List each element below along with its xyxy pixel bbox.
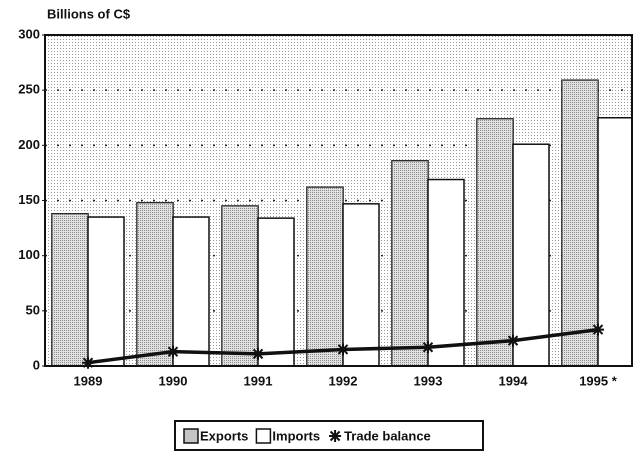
y-tick-label: 0 [33, 357, 40, 372]
line-marker [507, 334, 519, 347]
y-tick-label: 150 [18, 192, 40, 207]
bar [342, 203, 380, 367]
legend-symbol [329, 430, 342, 442]
line-marker [592, 323, 604, 336]
legend-symbol [255, 428, 272, 444]
bar-tint [562, 80, 598, 366]
x-tick-label: 1995 * [579, 373, 618, 388]
bar [87, 216, 125, 367]
bar [512, 143, 550, 367]
line-marker [167, 345, 179, 358]
legend-symbol [183, 428, 199, 444]
x-tick-label: 1992 [329, 373, 358, 388]
y-tick-label: 100 [18, 247, 40, 262]
x-tick-label: 1993 [414, 373, 443, 388]
axis-title: Billions of C$ [47, 6, 131, 21]
y-tick-label: 200 [18, 137, 40, 152]
bar [257, 217, 295, 367]
y-tick-label: 50 [26, 302, 40, 317]
x-tick-label: 1989 [74, 373, 103, 388]
y-tick-label: 250 [18, 82, 40, 97]
plot-frame [44, 34, 633, 367]
line-marker [422, 341, 434, 354]
line-marker [82, 356, 94, 369]
line-marker [337, 343, 349, 356]
legend-label: Trade balance [344, 428, 431, 443]
legend-label: Imports [272, 428, 320, 443]
bar-tint [137, 202, 173, 366]
legend [174, 420, 484, 451]
bar [597, 117, 633, 367]
bar-tint [477, 118, 513, 366]
x-tick-label: 1990 [159, 373, 188, 388]
legend-label: Exports [200, 428, 248, 443]
bar-tint [222, 206, 258, 366]
bar-tint [307, 187, 343, 366]
bar [427, 178, 465, 367]
line-marker [252, 347, 264, 360]
x-tick-label: 1991 [244, 373, 273, 388]
y-tick-label: 300 [18, 26, 40, 41]
x-tick-label: 1994 [499, 373, 529, 388]
bar [172, 216, 210, 367]
bar-tint [392, 160, 428, 366]
bar-tint [52, 213, 88, 366]
